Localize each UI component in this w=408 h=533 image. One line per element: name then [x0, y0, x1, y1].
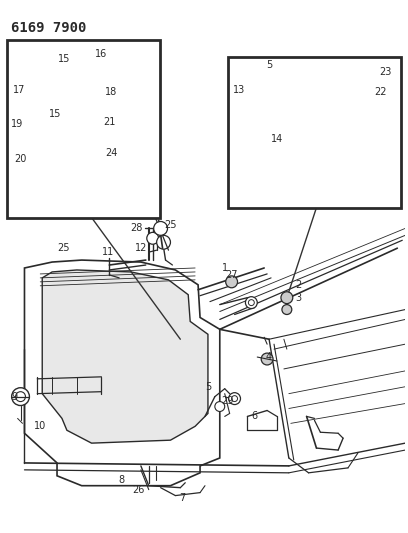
Text: 25: 25	[58, 243, 70, 253]
Text: 21: 21	[103, 117, 115, 126]
Text: 4: 4	[266, 352, 272, 362]
Text: 27: 27	[225, 270, 238, 280]
Circle shape	[147, 232, 159, 244]
Circle shape	[128, 151, 138, 161]
Text: 11: 11	[102, 247, 115, 257]
Circle shape	[248, 120, 260, 132]
Text: 25: 25	[164, 221, 177, 230]
Circle shape	[95, 70, 107, 82]
Text: 22: 22	[374, 87, 387, 97]
Text: 18: 18	[105, 87, 118, 97]
Circle shape	[154, 222, 168, 236]
Text: 2: 2	[295, 280, 302, 290]
Circle shape	[157, 236, 171, 249]
Text: 12: 12	[135, 243, 147, 253]
Circle shape	[18, 118, 31, 130]
Text: 14: 14	[271, 134, 283, 144]
Text: 24: 24	[105, 148, 118, 158]
Text: 15: 15	[49, 109, 61, 119]
Text: 6169 7900: 6169 7900	[11, 21, 86, 35]
Circle shape	[281, 292, 293, 304]
Text: 6: 6	[251, 411, 257, 422]
Bar	[7, 41, 160, 217]
Text: 5: 5	[266, 60, 272, 70]
Circle shape	[27, 132, 43, 147]
Circle shape	[226, 276, 237, 288]
Circle shape	[246, 297, 257, 309]
Text: 29: 29	[222, 395, 234, 406]
Circle shape	[228, 393, 240, 405]
Text: 3: 3	[296, 293, 302, 303]
Text: 26: 26	[133, 484, 145, 495]
Circle shape	[261, 353, 273, 365]
Circle shape	[384, 96, 395, 108]
Text: 13: 13	[233, 85, 246, 95]
Text: 8: 8	[118, 475, 124, 484]
Circle shape	[244, 117, 264, 136]
Polygon shape	[42, 270, 208, 443]
Text: 20: 20	[14, 154, 27, 164]
Text: 19: 19	[11, 119, 24, 130]
Circle shape	[282, 304, 292, 314]
Text: 16: 16	[95, 49, 108, 59]
Text: 28: 28	[130, 223, 142, 233]
Text: 23: 23	[379, 67, 392, 77]
Bar	[228, 57, 401, 208]
Text: 9: 9	[11, 392, 18, 402]
Circle shape	[215, 401, 225, 411]
Circle shape	[132, 97, 142, 107]
Text: 7: 7	[179, 492, 185, 503]
Text: 5: 5	[205, 382, 211, 392]
Circle shape	[18, 125, 31, 138]
Text: 17: 17	[13, 85, 26, 95]
Text: 15: 15	[58, 54, 70, 64]
Circle shape	[135, 131, 143, 139]
Circle shape	[12, 387, 29, 406]
Text: 1: 1	[222, 263, 228, 273]
Text: 10: 10	[34, 421, 47, 431]
